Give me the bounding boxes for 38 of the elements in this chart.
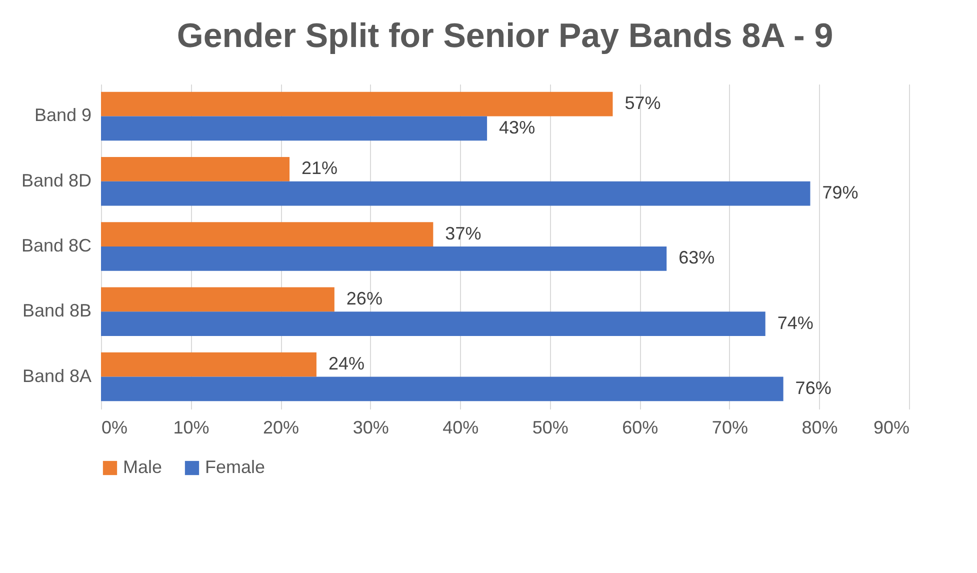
bar [101,222,434,246]
x-tick-label: 20% [263,418,300,438]
bar [101,312,766,336]
data-label: 21% [302,158,338,178]
x-tick-label: 60% [622,418,658,438]
bar [101,181,810,206]
y-tick-label: Band 8D [21,170,92,190]
x-tick-label: 0% [102,418,128,438]
x-tick-label: 50% [532,418,568,438]
data-label: 26% [346,288,382,308]
y-tick-label: Band 8B [22,300,92,321]
bar [101,352,316,377]
chart-title: Gender Split for Senior Pay Bands 8A - 9 [176,17,834,55]
x-tick-label: 10% [173,418,210,438]
data-label: 74% [777,312,814,333]
bar [101,156,290,182]
x-tick-label: 80% [802,418,838,438]
bar [101,376,784,402]
x-tick-label: 70% [712,418,748,438]
x-tick-label: 40% [442,418,479,438]
data-label: 43% [499,117,536,138]
data-label: 79% [822,182,858,203]
data-label: 63% [678,248,715,268]
data-label: 24% [328,354,364,374]
data-label: 37% [445,223,482,244]
legend-label: Female [205,457,266,477]
y-tick-label: Band 8C [21,236,92,256]
data-label: 76% [795,378,832,398]
legend-label: Male [123,457,162,477]
bar [101,92,613,116]
bar [101,116,488,141]
x-tick-label: 90% [873,418,910,438]
y-tick-label: Band 9 [34,105,92,126]
bar [101,287,334,312]
bar [101,246,667,271]
y-tick-label: Band 8A [22,366,92,386]
x-tick-label: 30% [352,418,389,438]
data-label: 57% [624,93,661,114]
